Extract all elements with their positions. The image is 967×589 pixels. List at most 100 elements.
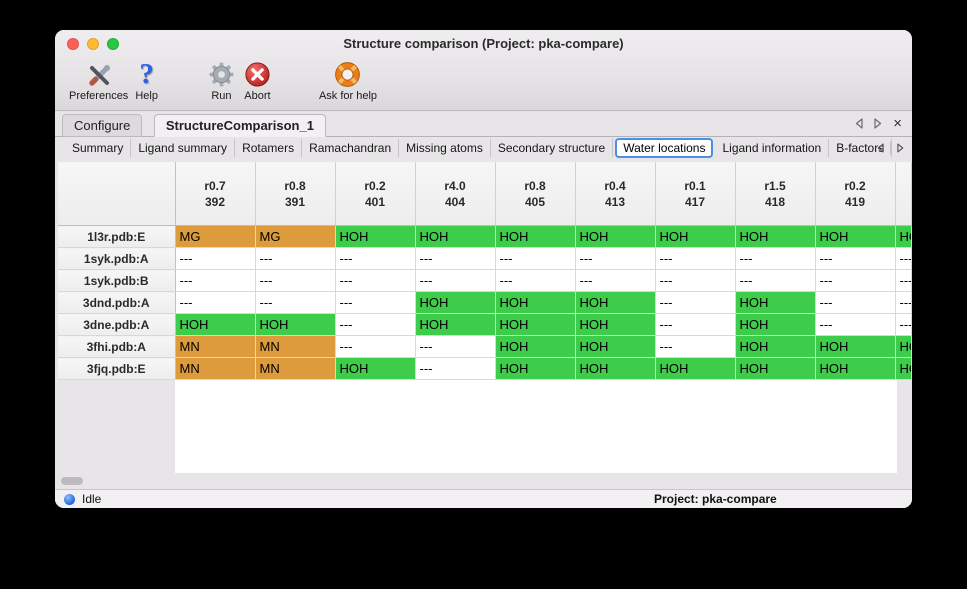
table-cell[interactable]: MN: [255, 335, 336, 358]
table-cell[interactable]: HOH: [495, 313, 576, 336]
table-cell[interactable]: HOH: [415, 291, 496, 314]
help-button[interactable]: ? Help: [135, 57, 158, 103]
table-cell[interactable]: HOH: [735, 225, 816, 248]
table-cell[interactable]: HOH: [895, 225, 912, 248]
column-header[interactable]: r4.0 404: [415, 162, 496, 226]
table-cell[interactable]: HOH: [655, 357, 736, 380]
column-header[interactable]: r0.4 413: [575, 162, 656, 226]
column-header[interactable]: r1.5 418: [735, 162, 816, 226]
table-cell[interactable]: HOH: [815, 357, 896, 380]
tab-b-factors[interactable]: B-factors: [829, 139, 893, 157]
table-cell[interactable]: MG: [255, 225, 336, 248]
table-cell[interactable]: ---: [655, 313, 736, 336]
table-cell[interactable]: HOH: [575, 225, 656, 248]
column-header[interactable]: [895, 162, 912, 226]
table-cell[interactable]: MN: [175, 335, 256, 358]
tab-ramachandran[interactable]: Ramachandran: [302, 139, 400, 157]
table-cell[interactable]: ---: [495, 247, 576, 270]
table-cell[interactable]: ---: [575, 247, 656, 270]
table-cell[interactable]: ---: [655, 247, 736, 270]
table-cell[interactable]: HOH: [495, 357, 576, 380]
tab-scroll-left-icon[interactable]: [855, 118, 863, 129]
table-cell[interactable]: ---: [415, 269, 496, 292]
table-cell[interactable]: ---: [335, 269, 416, 292]
table-cell[interactable]: HOH: [815, 225, 896, 248]
table-cell[interactable]: HOH: [655, 225, 736, 248]
run-button[interactable]: Run: [208, 57, 235, 102]
table-cell[interactable]: ---: [735, 247, 816, 270]
tab-missing-atoms[interactable]: Missing atoms: [399, 139, 491, 157]
tab-scroll-right-icon[interactable]: [874, 118, 882, 129]
horizontal-scrollbar-thumb[interactable]: [61, 477, 83, 485]
table-cell[interactable]: MG: [175, 225, 256, 248]
table-cell[interactable]: ---: [415, 247, 496, 270]
table-cell[interactable]: ---: [255, 247, 336, 270]
table-cell[interactable]: ---: [895, 269, 912, 292]
tab-ligand-summary[interactable]: Ligand summary: [131, 139, 236, 157]
row-header[interactable]: 1l3r.pdb:E: [58, 225, 176, 248]
tab-ligand-information[interactable]: Ligand information: [715, 139, 830, 157]
table-cell[interactable]: HOH: [495, 225, 576, 248]
minimize-window-button[interactable]: [87, 38, 99, 50]
table-cell[interactable]: ---: [415, 335, 496, 358]
abort-button[interactable]: Abort: [244, 57, 271, 102]
table-cell[interactable]: ---: [175, 291, 256, 314]
table-cell[interactable]: HOH: [895, 335, 912, 358]
table-cell[interactable]: ---: [335, 291, 416, 314]
table-cell[interactable]: HOH: [575, 313, 656, 336]
table-cell[interactable]: HOH: [575, 291, 656, 314]
column-header[interactable]: r0.7 392: [175, 162, 256, 226]
table-cell[interactable]: ---: [895, 313, 912, 336]
table-cell[interactable]: ---: [495, 269, 576, 292]
column-header[interactable]: r0.8 391: [255, 162, 336, 226]
table-cell[interactable]: MN: [255, 357, 336, 380]
table-cell[interactable]: ---: [895, 247, 912, 270]
table-cell[interactable]: ---: [335, 313, 416, 336]
table-cell[interactable]: HOH: [415, 313, 496, 336]
table-cell[interactable]: HOH: [815, 335, 896, 358]
table-cell[interactable]: ---: [815, 313, 896, 336]
table-cell[interactable]: ---: [335, 247, 416, 270]
row-header[interactable]: 1syk.pdb:B: [58, 269, 176, 292]
tab-water-locations[interactable]: Water locations: [615, 138, 714, 158]
close-window-button[interactable]: [67, 38, 79, 50]
tab-close-icon[interactable]: ×: [893, 115, 902, 132]
column-header[interactable]: r0.2 419: [815, 162, 896, 226]
tab-secondary-structure[interactable]: Secondary structure: [491, 139, 614, 157]
table-cell[interactable]: ---: [655, 335, 736, 358]
table-cell[interactable]: HOH: [495, 291, 576, 314]
column-header[interactable]: r0.8 405: [495, 162, 576, 226]
table-cell[interactable]: ---: [255, 291, 336, 314]
table-cell[interactable]: ---: [815, 269, 896, 292]
table-cell[interactable]: ---: [655, 291, 736, 314]
table-cell[interactable]: ---: [655, 269, 736, 292]
table-cell[interactable]: ---: [175, 247, 256, 270]
table-cell[interactable]: HOH: [735, 357, 816, 380]
table-cell[interactable]: ---: [175, 269, 256, 292]
column-header[interactable]: r0.2 401: [335, 162, 416, 226]
table-cell[interactable]: HOH: [175, 313, 256, 336]
row-header[interactable]: 3dne.pdb:A: [58, 313, 176, 336]
report-tabs-scroll-right-icon[interactable]: [897, 143, 904, 153]
table-cell[interactable]: HOH: [895, 357, 912, 380]
table-cell[interactable]: HOH: [335, 357, 416, 380]
table-cell[interactable]: ---: [575, 269, 656, 292]
report-tabs-scroll-left-icon[interactable]: [877, 143, 884, 153]
table-cell[interactable]: HOH: [495, 335, 576, 358]
tab-structurecomparison-1[interactable]: StructureComparison_1: [153, 114, 326, 137]
table-cell[interactable]: HOH: [335, 225, 416, 248]
column-header[interactable]: r0.1 417: [655, 162, 736, 226]
table-cell[interactable]: HOH: [575, 357, 656, 380]
row-header[interactable]: 3dnd.pdb:A: [58, 291, 176, 314]
horizontal-scrollbar[interactable]: [58, 474, 911, 488]
tab-rotamers[interactable]: Rotamers: [235, 139, 303, 157]
table-cell[interactable]: HOH: [735, 335, 816, 358]
preferences-button[interactable]: Preferences: [69, 57, 128, 102]
table-cell[interactable]: HOH: [735, 313, 816, 336]
table-cell[interactable]: ---: [735, 269, 816, 292]
tab-summary[interactable]: Summary: [65, 139, 132, 157]
table-cell[interactable]: ---: [335, 335, 416, 358]
table-cell[interactable]: ---: [815, 291, 896, 314]
table-cell[interactable]: HOH: [735, 291, 816, 314]
table-cell[interactable]: ---: [415, 357, 496, 380]
